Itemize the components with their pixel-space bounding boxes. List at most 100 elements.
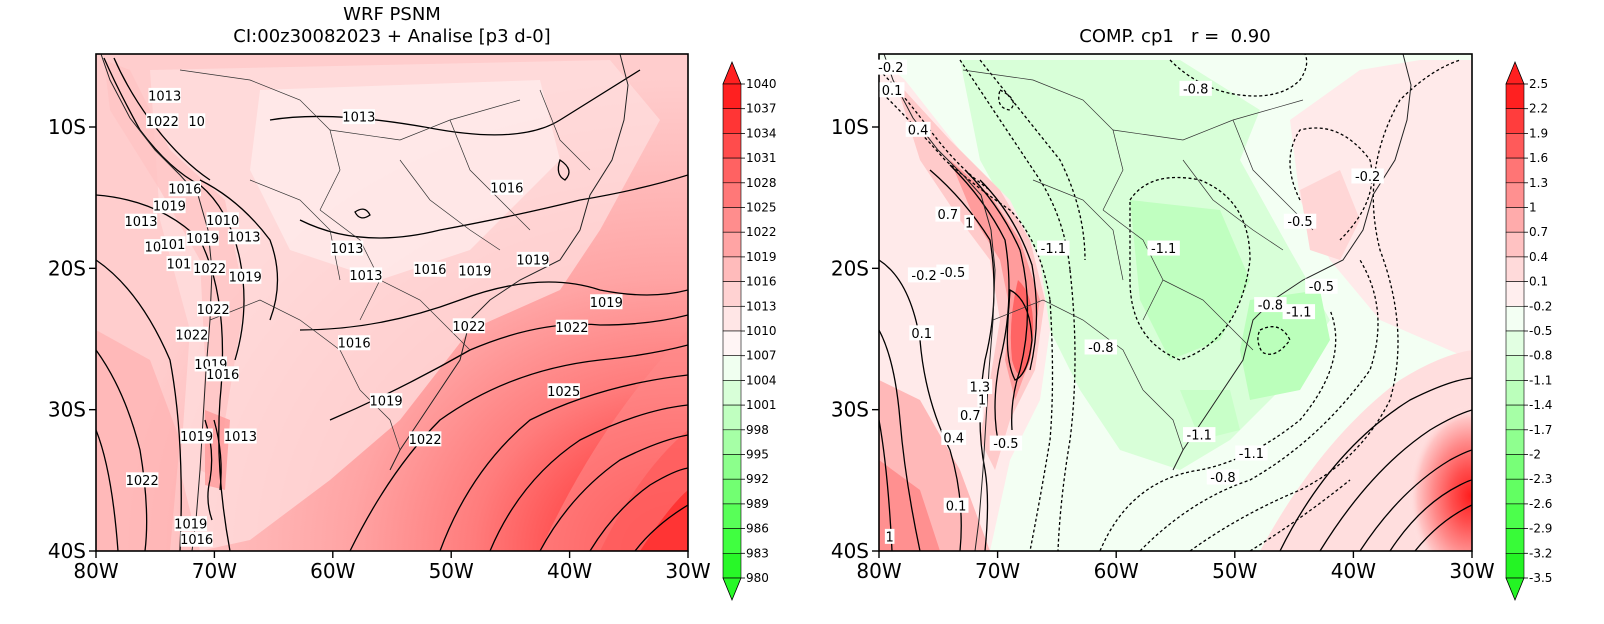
contour-label: 1 [978, 393, 986, 408]
x-tick-label: 40W [1331, 559, 1376, 583]
colorbar-segment [1505, 83, 1525, 110]
colorbar-label: 1031 [746, 151, 777, 165]
contour-label-bg [905, 121, 931, 137]
contour-label: 1022 [452, 320, 485, 335]
colorbar-segment [1505, 256, 1525, 282]
colorbar-label: 1016 [746, 275, 777, 289]
contour-label: 1022 [126, 474, 159, 489]
contour-label-bg [186, 230, 219, 246]
colorbar-label: 998 [746, 423, 769, 437]
colorbar-segment [1505, 355, 1525, 381]
contour-label-bg [337, 335, 371, 351]
colorbar-label: 1037 [746, 102, 777, 116]
contour-label: 1019 [458, 265, 491, 280]
y-tick-label: 10S [48, 115, 86, 139]
contour-label: 1010 [206, 214, 239, 229]
contour-label-bg [1254, 297, 1287, 313]
contour-label-bg [180, 428, 213, 444]
contour-label: 1 [965, 217, 973, 232]
contour-label: 1019 [229, 270, 262, 285]
contour-label-bg [188, 113, 206, 129]
x-tick-label: 40W [547, 559, 592, 583]
colorbar-segment [1505, 157, 1525, 184]
colorbar-segment [722, 133, 742, 159]
contour-label: 101 [166, 258, 191, 273]
colorbar-segment [1505, 380, 1525, 406]
contour-label-bg [547, 383, 580, 399]
contour-label: 0.7 [937, 208, 958, 223]
contour-label: 1016 [413, 263, 446, 278]
right-title: COMP. cp1 r = 0.90 [1079, 26, 1270, 47]
contour-label-bg [227, 229, 261, 245]
colorbar-label: 1019 [746, 250, 777, 264]
contour-label-bg [943, 497, 969, 513]
contour-label-bg [1351, 168, 1384, 184]
right-contour-labels: -0.20.1 -0.80.4-0.20.71 -0.5-1.1 -1.1-0.2 -0… [874, 59, 1384, 545]
colorbar-bottom-arrow [722, 577, 742, 602]
colorbar-label: 1022 [746, 225, 777, 239]
colorbar-segment [1505, 207, 1525, 233]
contour-label-bg [160, 236, 186, 252]
contour-label: 1016 [206, 368, 239, 383]
contour-label: -0.2 [878, 61, 903, 76]
colorbar-label: 1025 [746, 201, 777, 215]
contour-label: 1013 [342, 111, 375, 126]
contour-label: 1022 [146, 115, 179, 130]
contour-label-bg [1206, 469, 1240, 485]
contour-label: 10 [145, 241, 162, 256]
colorbar-segment [722, 478, 742, 505]
contour-label: -1.1 [1187, 429, 1212, 444]
contour-label: 10 [188, 115, 205, 130]
contour-label-bg [964, 215, 974, 231]
colorbar-segment [722, 83, 742, 110]
contour-label-bg [967, 379, 993, 395]
contour-label-bg [936, 264, 969, 280]
contour-label-bg [144, 239, 162, 255]
contour-label-bg [342, 109, 376, 125]
colorbar-label: -1.4 [1529, 398, 1552, 412]
colorbar-segment [722, 552, 742, 579]
x-tick-label: 70W [192, 559, 237, 583]
contour-label: -0.8 [1210, 471, 1235, 486]
contour-label: 1013 [224, 430, 257, 445]
contour-label-bg [349, 267, 383, 283]
colorbar-label: 0.1 [1529, 275, 1548, 289]
contour-label-bg [180, 531, 213, 547]
contour-label-bg [909, 325, 935, 341]
colorbar-segment [722, 454, 742, 480]
colorbar-segment [722, 503, 742, 529]
colorbar-label: 1004 [746, 373, 777, 387]
contour-label: 0.1 [882, 84, 903, 99]
y-tick-label: 20S [48, 256, 86, 280]
y-tick-label: 40S [831, 539, 869, 563]
contour-label-bg [941, 429, 967, 445]
contour-label-bg [224, 428, 257, 444]
contour-label: -1.1 [1286, 306, 1311, 321]
contour-label: 0.4 [908, 123, 929, 138]
colorbar-label: 980 [746, 571, 769, 585]
contour-label-bg [1305, 278, 1338, 294]
colorbar-top-arrow [722, 60, 742, 85]
x-tick-label: 50W [1212, 559, 1257, 583]
left-colorbar: 1040 1037 1034 1031 1028 1025 1022 1019 1016 1013… [722, 60, 777, 602]
colorbar-label: 1.9 [1529, 126, 1548, 140]
colorbar-label: -2.3 [1529, 472, 1552, 486]
colorbar-segment [1505, 404, 1525, 431]
colorbar-label: 1028 [746, 176, 777, 190]
right-map-field [879, 54, 1472, 551]
colorbar-segment [722, 330, 742, 357]
contour-label: 1022 [197, 303, 230, 318]
contour-label-bg [413, 261, 447, 277]
contour-label: -0.8 [1258, 299, 1283, 314]
left-x-axis: 80W 70W 60W 50W 40W 30W [73, 551, 711, 583]
colorbar-label: 1013 [746, 299, 777, 313]
colorbar-segment [722, 157, 742, 184]
contour-label-bg [125, 472, 159, 488]
contour-label-bg [175, 326, 209, 342]
colorbar-segment [1505, 429, 1525, 455]
contour-label: 1025 [547, 385, 580, 400]
contour-label-bg [1084, 339, 1117, 355]
y-tick-label: 20S [831, 256, 869, 280]
contour-label: 1019 [180, 430, 213, 445]
contour-label: -0.5 [940, 266, 965, 281]
